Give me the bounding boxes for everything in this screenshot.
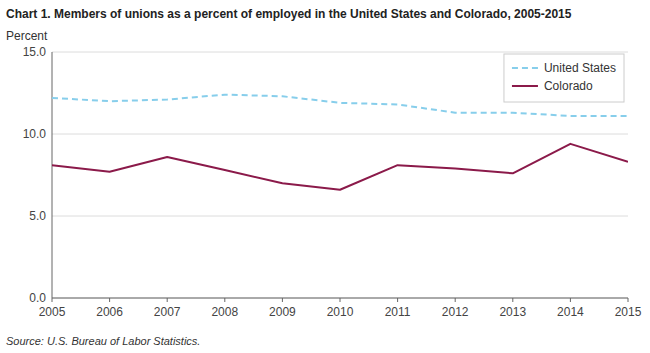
y-axis-label: Percent bbox=[6, 29, 48, 43]
x-tick-label: 2010 bbox=[327, 305, 354, 319]
line bbox=[52, 144, 628, 190]
legend-box bbox=[504, 54, 624, 102]
y-tick-label: 5.0 bbox=[29, 209, 46, 223]
x-tick-label: 2006 bbox=[96, 305, 123, 319]
x-tick bbox=[628, 298, 629, 302]
x-tick bbox=[397, 298, 398, 302]
x-tick-label: 2009 bbox=[269, 305, 296, 319]
grid-line bbox=[52, 134, 628, 135]
x-tick bbox=[167, 298, 168, 302]
source-note: Source: U.S. Bureau of Labor Statistics. bbox=[6, 335, 200, 347]
legend-label: Colorado bbox=[544, 79, 593, 93]
y-tick-label: 10.0 bbox=[23, 127, 47, 141]
x-tick bbox=[340, 298, 341, 302]
series-group bbox=[52, 95, 628, 190]
x-tick-label: 2005 bbox=[39, 305, 66, 319]
grid-line bbox=[52, 52, 628, 53]
y-tick-label: 0.0 bbox=[29, 291, 46, 305]
x-tick-label: 2014 bbox=[557, 305, 584, 319]
x-tick bbox=[224, 298, 225, 302]
chart: Chart 1. Members of unions as a percent … bbox=[0, 0, 650, 353]
x-tick-label: 2011 bbox=[385, 305, 411, 319]
x-tick-label: 2007 bbox=[154, 305, 181, 319]
y-axis bbox=[52, 52, 53, 298]
x-tick bbox=[455, 298, 456, 302]
legend: United States Colorado bbox=[504, 54, 624, 102]
legend-swatch bbox=[512, 67, 538, 69]
x-tick-label: 2015 bbox=[615, 305, 642, 319]
legend-label: United States bbox=[544, 61, 616, 75]
x-tick bbox=[570, 298, 571, 302]
legend-swatch bbox=[512, 85, 538, 87]
x-tick-label: 2012 bbox=[442, 305, 469, 319]
x-tick bbox=[109, 298, 110, 302]
grid bbox=[52, 52, 628, 298]
x-tick-label: 2013 bbox=[499, 305, 526, 319]
x-tick-label: 2008 bbox=[211, 305, 238, 319]
y-tick-label: 15.0 bbox=[23, 45, 47, 59]
x-tick bbox=[512, 298, 513, 302]
x-tick bbox=[52, 298, 53, 302]
title: Chart 1. Members of unions as a percent … bbox=[6, 7, 572, 21]
grid-line bbox=[52, 216, 628, 217]
x-tick bbox=[282, 298, 283, 302]
